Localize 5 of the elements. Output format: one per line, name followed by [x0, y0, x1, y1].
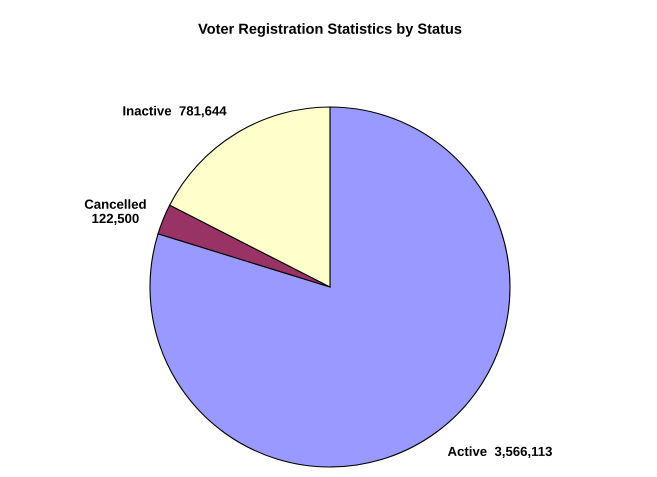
slice-label: Cancelled: [84, 199, 146, 209]
slice-label: Inactive 781,644: [123, 106, 227, 118]
slice-label: Active 3,566,113: [448, 446, 552, 458]
chart-title: Voter Registration Statistics by Status: [198, 23, 462, 37]
data-label: 122,500: [92, 214, 139, 226]
